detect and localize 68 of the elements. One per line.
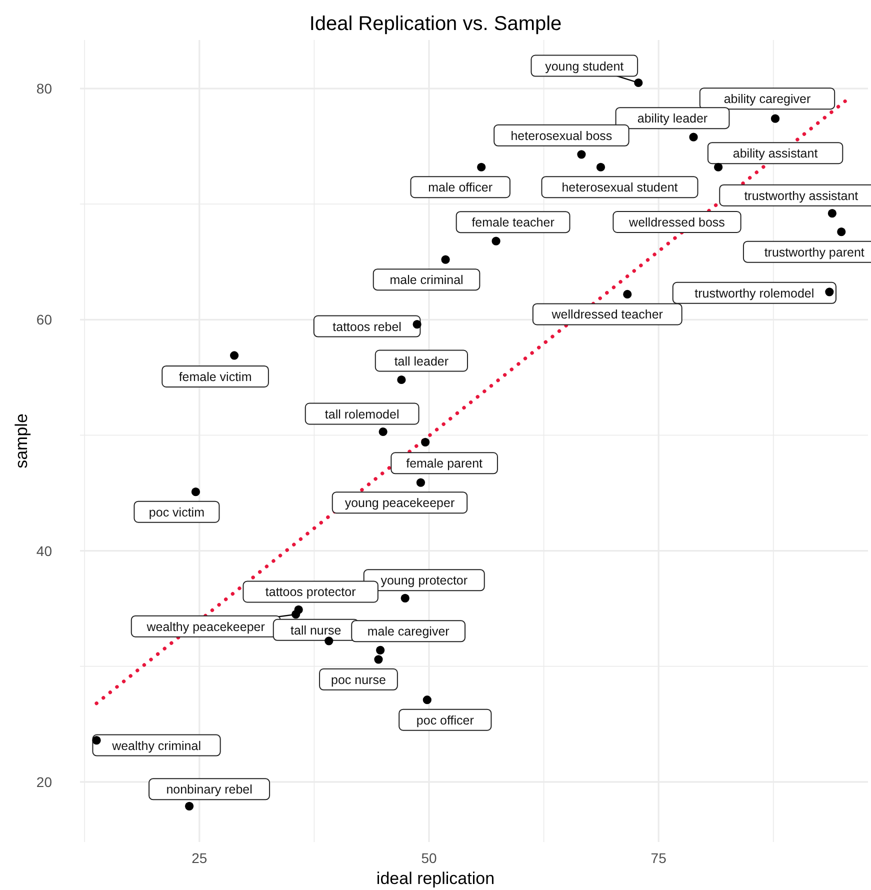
annotation: nonbinary rebel [166,782,252,797]
annotation: young peacekeeper [344,496,455,510]
annotation: heterosexual student [562,180,678,195]
point [92,736,101,745]
point [714,162,723,172]
annotation: trustworthy assistant [744,188,859,203]
point [400,594,410,602]
point [441,255,450,264]
point [477,162,486,172]
annotation: poc victim [148,505,205,520]
point [825,288,834,296]
annotation: trustworthy parent [764,245,865,260]
annotation: trustworthy rolemodel [694,286,814,300]
x-tick-label: 25 [192,850,208,866]
y-tick-label: 20 [36,774,52,790]
point [422,696,432,704]
point [596,162,606,172]
point [421,438,430,446]
annotation: heterosexual boss [510,128,612,143]
annotation: male officer [428,180,493,195]
annotation: tattoos protector [265,585,356,600]
annotation: young student [545,59,624,74]
point [374,655,383,664]
annotation: tall nurse [290,623,342,638]
point [184,802,194,810]
point [416,478,426,487]
annotation: ability assistant [732,146,818,161]
y-tick-label: 80 [36,80,52,97]
point [376,646,385,654]
point [492,236,500,246]
point [292,610,300,619]
annotation: tall rolemodel [324,407,400,422]
annotation: young protector [380,574,468,588]
point [689,132,698,142]
point [634,78,643,88]
y-axis-title: sample [12,414,31,468]
annotation: wealthy criminal [111,738,201,753]
point [230,351,239,360]
annotation: female parent [406,456,484,471]
point [324,636,334,646]
point [378,427,388,436]
annotation: welldressed boss [628,216,725,230]
annotation: tall leader [394,354,449,368]
annotation: male caregiver [367,624,450,639]
point [577,150,586,159]
annotation: male criminal [390,273,464,288]
annotation: ability caregiver [724,92,811,106]
chart-title: Ideal Replication vs. Sample [309,13,562,35]
point [623,290,632,299]
annotation: tattoos rebel [332,320,402,334]
point [837,228,846,236]
x-tick-label: 75 [650,850,667,866]
annotation: poc officer [416,713,474,728]
y-tick-label: 60 [36,312,52,328]
annotation: female teacher [472,216,554,230]
annotation: ability leader [637,112,708,126]
x-axis-title: ideal replication [376,869,495,888]
annotation: welldressed teacher [550,308,663,322]
point [191,488,200,496]
annotation: wealthy peacekeeper [146,620,265,634]
x-tick-label: 50 [421,850,437,866]
annotation: poc nurse [331,672,386,687]
point [770,114,780,123]
point [397,375,406,384]
annotation: female victim [178,370,252,384]
y-tick-label: 40 [36,542,52,559]
point [412,320,422,329]
point [828,209,836,218]
